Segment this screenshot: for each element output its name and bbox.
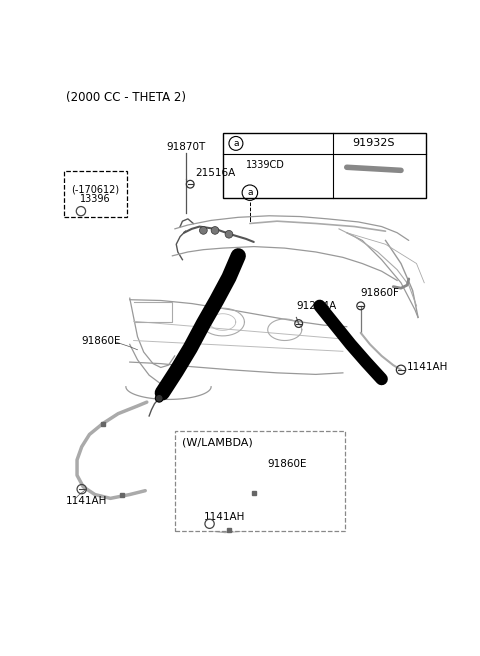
- Bar: [175, 432, 345, 531]
- Text: 1141AH: 1141AH: [407, 363, 449, 373]
- Text: 1141AH: 1141AH: [66, 496, 108, 506]
- Text: 91860E: 91860E: [82, 335, 121, 346]
- Text: 1141AH: 1141AH: [204, 512, 246, 522]
- Bar: [223, 133, 426, 198]
- Text: a: a: [247, 188, 252, 197]
- Circle shape: [156, 394, 163, 402]
- Text: a: a: [233, 139, 239, 148]
- Text: 91932S: 91932S: [353, 138, 395, 148]
- Circle shape: [200, 226, 207, 234]
- Text: 21516A: 21516A: [195, 169, 235, 178]
- Text: 91870T: 91870T: [166, 142, 205, 152]
- Circle shape: [211, 226, 219, 234]
- Bar: [64, 171, 127, 217]
- Text: 1339CD: 1339CD: [246, 159, 285, 169]
- Text: (2000 CC - THETA 2): (2000 CC - THETA 2): [66, 91, 186, 104]
- Text: (W/LAMBDA): (W/LAMBDA): [182, 438, 253, 447]
- Text: 13396: 13396: [80, 194, 111, 204]
- Text: 91234A: 91234A: [296, 301, 336, 311]
- Circle shape: [225, 230, 233, 238]
- Text: 91860F: 91860F: [360, 288, 399, 298]
- Text: 91860E: 91860E: [268, 459, 307, 469]
- Text: (-170612): (-170612): [72, 185, 120, 195]
